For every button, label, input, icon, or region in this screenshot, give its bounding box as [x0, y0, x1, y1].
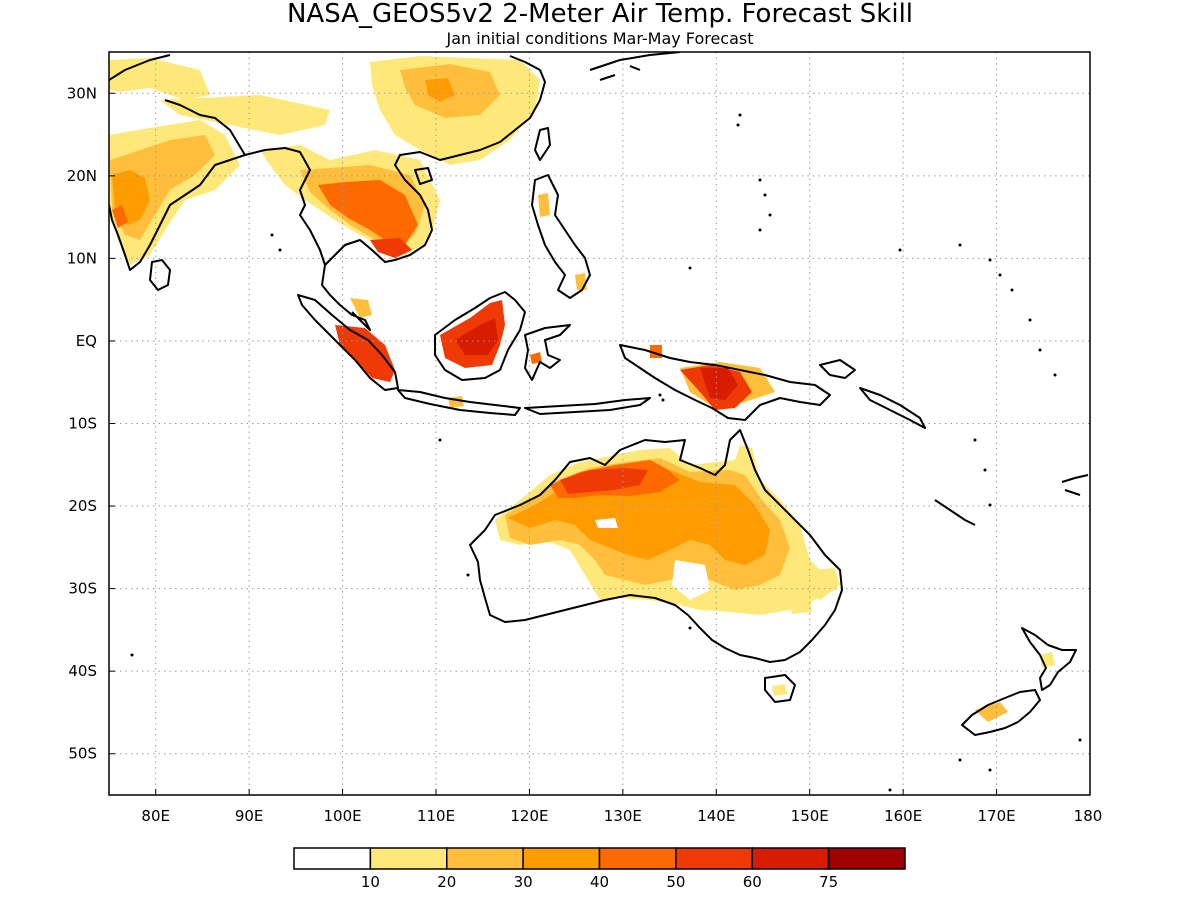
- coast-java: [397, 389, 521, 416]
- coast-borneo: [434, 291, 526, 381]
- colorbar-swatch: [446, 847, 524, 870]
- skill-aus-red: [560, 468, 648, 494]
- lat-tick-label: 30N: [67, 84, 97, 102]
- colorbar-label: 20: [437, 873, 456, 891]
- coast-japan: [589, 52, 681, 81]
- lat-tick-label: 30S: [68, 580, 97, 598]
- lat-tick-label: EQ: [76, 332, 97, 350]
- colorbar-label: 40: [590, 873, 609, 891]
- coast-hainan: [414, 167, 433, 185]
- skill-nz-south: [975, 702, 1008, 722]
- lat-tick-label: 10S: [68, 415, 97, 433]
- skill-sulawesi: [530, 352, 542, 364]
- skill-mindanao: [575, 273, 587, 290]
- coast-nz-south: [961, 689, 1041, 736]
- skill-sea-red: [370, 238, 412, 258]
- coast-sulawesi: [524, 324, 571, 381]
- graticule: [109, 52, 1090, 795]
- skill-png-red: [700, 368, 738, 400]
- colorbar-swatch: [522, 847, 601, 870]
- lon-tick-label: 150E: [791, 807, 829, 825]
- lat-tick-label: 50S: [68, 745, 97, 763]
- lat-tick-label: 10N: [67, 249, 97, 267]
- lon-tick-label: 180: [1074, 807, 1103, 825]
- skill-india-dark: [112, 205, 128, 228]
- coast-new-guinea: [619, 344, 831, 421]
- coastlines: [109, 52, 1089, 736]
- skill-aus-hole-1: [595, 518, 618, 528]
- colorbar-swatch: [751, 847, 830, 870]
- skill-tasmania: [772, 684, 787, 696]
- colorbar-label: 30: [514, 873, 533, 891]
- lon-tick-label: 170E: [978, 807, 1016, 825]
- coast-sumatra: [297, 294, 399, 391]
- lat-tick-label: 20S: [68, 497, 97, 515]
- coast-bismarck: [819, 359, 926, 429]
- coast-philippines: [531, 174, 591, 299]
- lon-tick-label: 140E: [697, 807, 735, 825]
- longitude-labels: 80E 90E 100E 110E 120E 130E 140E 150E 160E 170E 18…: [141, 789, 1102, 825]
- colorbar-label: 75: [819, 873, 838, 891]
- colorbar-swatch: [827, 847, 906, 870]
- small-islands: [130, 113, 1082, 792]
- lon-tick-label: 130E: [604, 807, 642, 825]
- lon-tick-label: 80E: [141, 807, 170, 825]
- lon-tick-label: 90E: [235, 807, 264, 825]
- coast-asia: [109, 54, 546, 331]
- colorbar-swatch: [675, 847, 753, 870]
- map-title: NASA_GEOS5v2 2-Meter Air Temp. Forecast …: [287, 0, 913, 29]
- skill-aus-se: [790, 598, 812, 614]
- skill-india-north: [109, 58, 210, 100]
- coast-fiji: [1061, 474, 1089, 496]
- lon-tick-label: 160E: [884, 807, 922, 825]
- coast-nz-north: [1021, 627, 1077, 691]
- lon-tick-label: 100E: [324, 807, 362, 825]
- lon-tick-label: 120E: [510, 807, 548, 825]
- coast-tasmania: [764, 674, 796, 703]
- colorbar-swatch: [598, 847, 677, 870]
- coast-sri-lanka: [149, 259, 171, 291]
- plot-area: [109, 52, 1090, 795]
- skill-malaya: [350, 298, 372, 318]
- colorbar-label: 50: [666, 873, 685, 891]
- coast-lesser-sunda: [524, 397, 651, 415]
- latitude-labels: 30N 20N 10N EQ 10S 20S 30S 40S 50S: [67, 84, 115, 763]
- colorbar: 10 20 30 40 50 60 75: [293, 847, 906, 891]
- colorbar-label: 10: [361, 873, 380, 891]
- skill-borneo-dark: [455, 318, 498, 355]
- lat-tick-label: 40S: [68, 662, 97, 680]
- coast-vanuatu: [934, 499, 976, 526]
- lon-tick-label: 110E: [417, 807, 455, 825]
- colorbar-swatch: [369, 847, 448, 870]
- skill-java: [448, 396, 464, 408]
- skill-sumatra: [335, 325, 395, 382]
- coast-australia: [469, 429, 843, 663]
- skill-aus-east-light: [810, 568, 840, 600]
- skill-philippines: [538, 193, 550, 217]
- skill-shading: [109, 56, 1055, 722]
- skill-himalaya: [160, 95, 330, 135]
- skill-aus-hole-2: [672, 560, 710, 600]
- coast-taiwan: [534, 127, 551, 161]
- map-subtitle: Jan initial conditions Mar-May Forecast: [445, 29, 753, 48]
- colorbar-swatch: [293, 847, 372, 870]
- skill-china-orange: [425, 78, 455, 102]
- lat-tick-label: 20N: [67, 167, 97, 185]
- colorbar-label: 60: [743, 873, 762, 891]
